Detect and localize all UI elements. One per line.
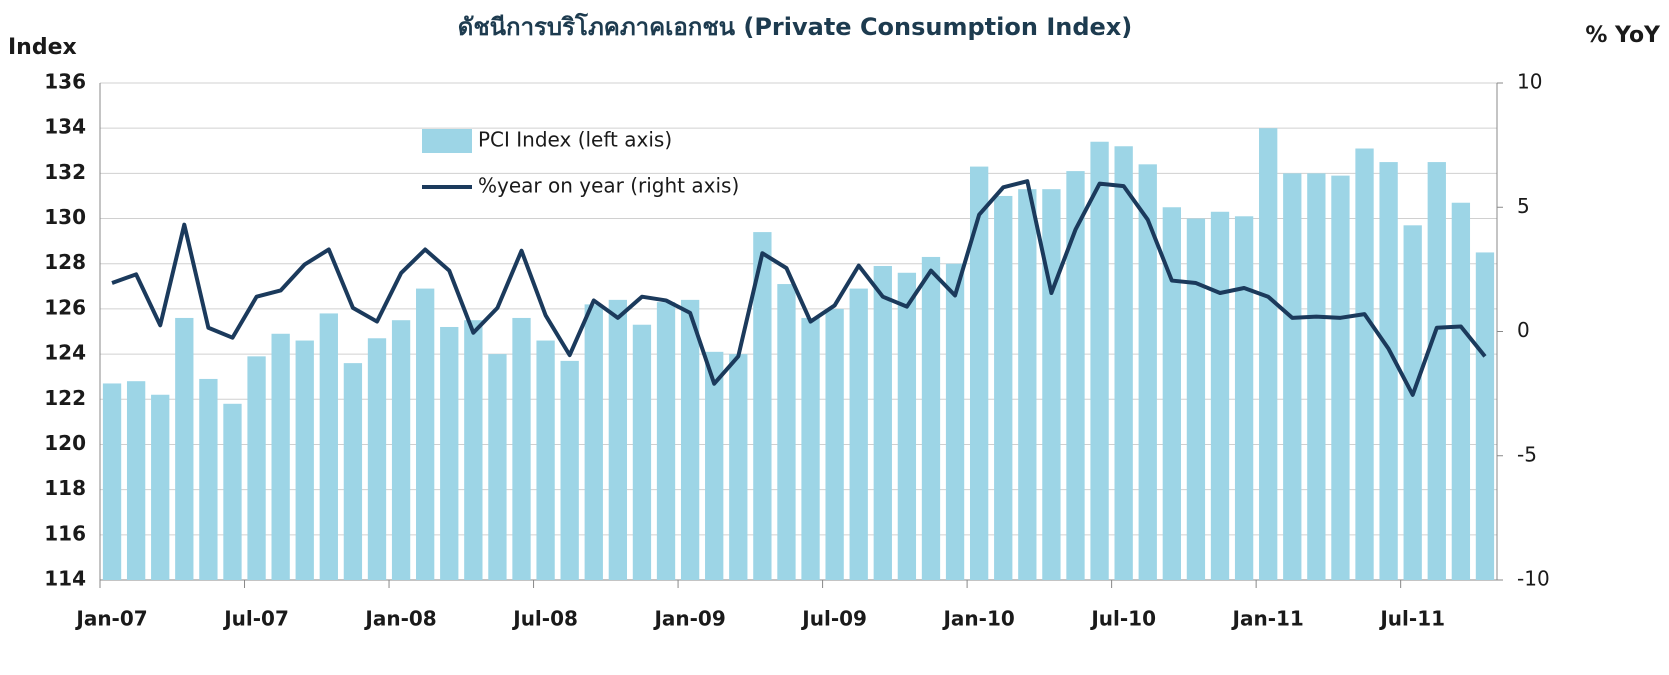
y2-tick-label: -10 <box>1517 567 1550 591</box>
bar <box>1427 162 1446 580</box>
y-tick-label: 116 <box>44 521 86 545</box>
legend-swatch <box>422 129 472 153</box>
bar <box>969 166 989 580</box>
bar <box>777 284 796 580</box>
y-tick-label: 122 <box>44 386 86 410</box>
bar <box>680 299 700 580</box>
x-tick-label: Jul-10 <box>1089 607 1156 631</box>
bar <box>151 394 170 580</box>
bar <box>391 320 411 580</box>
bar <box>825 308 844 580</box>
bar <box>705 351 724 580</box>
bar <box>1379 162 1398 580</box>
x-tick-label: Jul-08 <box>511 607 578 631</box>
bar <box>1210 211 1230 580</box>
bar <box>416 288 435 580</box>
x-tick-label: Jan-11 <box>1231 607 1304 631</box>
x-tick-label: Jul-07 <box>222 607 289 631</box>
legend-label: %year on year (right axis) <box>478 174 739 198</box>
bar <box>1042 189 1061 580</box>
x-tick-label: Jan-09 <box>652 607 725 631</box>
bar <box>223 403 242 580</box>
y-tick-label: 128 <box>44 250 86 274</box>
bar <box>488 354 507 580</box>
y2-tick-label: 0 <box>1517 318 1530 342</box>
bar <box>1234 216 1254 580</box>
bar <box>584 304 603 580</box>
bar <box>873 265 892 580</box>
x-tick-label: Jan-10 <box>941 607 1014 631</box>
bar <box>608 299 628 580</box>
bar <box>897 272 917 580</box>
y2-tick-label: 5 <box>1517 194 1530 218</box>
bar <box>1018 189 1037 580</box>
y-tick-label: 134 <box>44 115 86 139</box>
bar <box>319 313 338 580</box>
legend-label: PCI Index (left axis) <box>478 128 672 152</box>
bar <box>1403 225 1422 580</box>
bar <box>632 324 652 580</box>
bar <box>175 317 194 580</box>
bar <box>1307 173 1326 580</box>
bar <box>1186 218 1206 580</box>
y2-tick-label: -5 <box>1517 442 1537 466</box>
bar <box>1259 128 1278 580</box>
y2-tick-label: 10 <box>1517 70 1542 94</box>
bar <box>1138 164 1157 580</box>
bar <box>295 340 314 580</box>
bar <box>1451 202 1471 580</box>
bar <box>656 302 676 580</box>
y-tick-label: 114 <box>44 567 86 591</box>
bar <box>1162 207 1181 580</box>
bar <box>1331 175 1350 580</box>
bar <box>849 288 868 580</box>
bar <box>801 317 820 580</box>
bar <box>512 317 531 580</box>
bar <box>126 381 146 580</box>
line <box>111 179 1487 397</box>
y-tick-label: 124 <box>44 341 86 365</box>
bar <box>1066 171 1085 580</box>
y-axis-title: Index <box>8 35 77 60</box>
y-tick-label: 130 <box>44 205 86 229</box>
y2-axis-title: % YoY <box>1585 23 1661 48</box>
bar <box>536 340 555 580</box>
x-tick-label: Jul-11 <box>1378 607 1445 631</box>
bar <box>247 356 266 580</box>
bar <box>921 256 941 580</box>
bar <box>1283 173 1302 580</box>
bar <box>1475 252 1495 580</box>
bar <box>994 195 1013 581</box>
bar <box>271 333 290 580</box>
bar <box>560 360 579 580</box>
bar <box>1114 146 1133 580</box>
bar <box>753 232 772 580</box>
x-tick-label: Jan-08 <box>363 607 436 631</box>
x-tick-label: Jul-09 <box>800 607 867 631</box>
bar <box>102 383 122 580</box>
bar <box>945 263 965 580</box>
y-tick-label: 118 <box>44 476 86 500</box>
y-tick-label: 136 <box>44 70 86 94</box>
bar <box>440 326 459 580</box>
bar <box>1090 141 1109 580</box>
bar <box>464 320 483 580</box>
chart-title: ดัชนีการบริโภคภาคเอกชน (Private Consumpt… <box>458 12 1132 41</box>
bar <box>1355 148 1374 580</box>
bar <box>199 378 218 580</box>
x-tick-label: Jan-07 <box>74 607 147 631</box>
y-tick-label: 132 <box>44 160 86 184</box>
bar <box>343 363 363 580</box>
bar <box>367 338 387 580</box>
y-tick-label: 126 <box>44 295 86 319</box>
bar <box>729 354 748 580</box>
y-tick-label: 120 <box>44 431 86 455</box>
